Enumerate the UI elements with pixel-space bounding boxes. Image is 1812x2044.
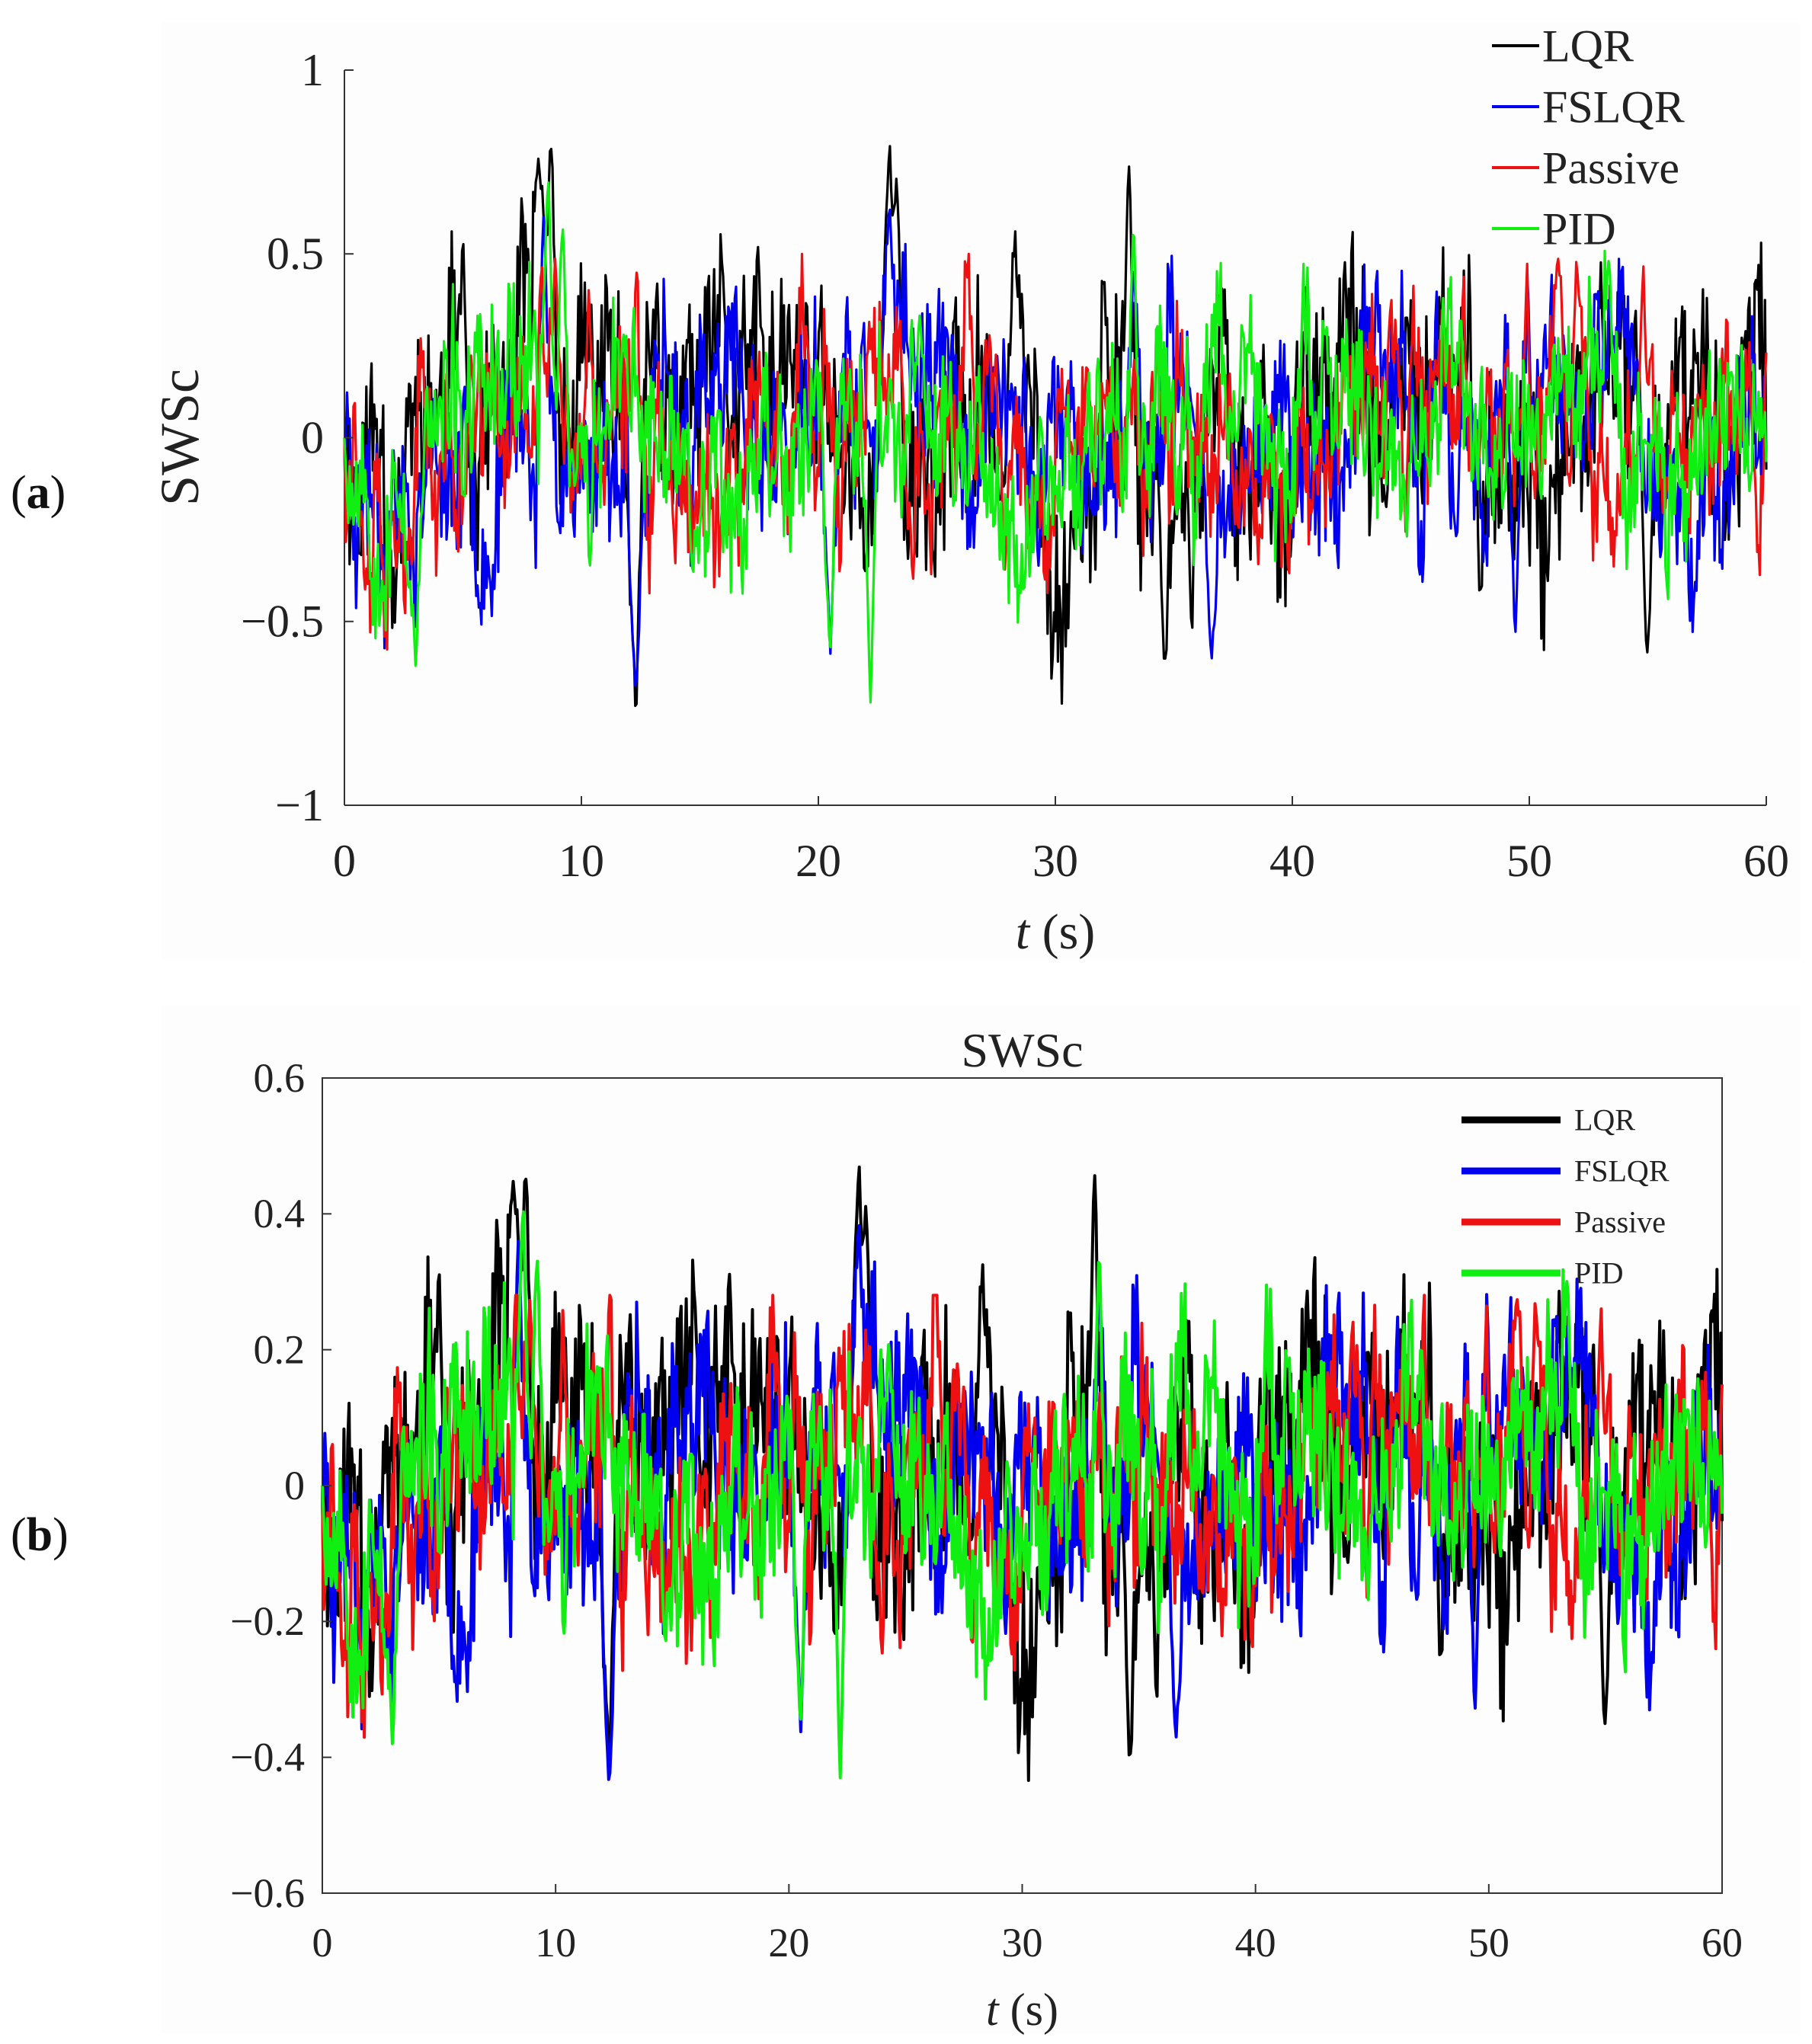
y-axis-label: SWSc: [149, 369, 210, 506]
x-axis-label: t (s): [1016, 904, 1096, 960]
x-tick-label: 60: [1702, 1920, 1743, 1966]
y-tick-label: 1: [301, 45, 324, 95]
x-tick-label: 20: [796, 836, 841, 886]
x-tick-label: 30: [1002, 1920, 1043, 1966]
x-tick-label: 0: [312, 1920, 333, 1966]
y-tick-label: −0.5: [241, 597, 324, 647]
y-tick-label: 0: [284, 1463, 305, 1508]
legend-label-lqr: LQR: [1542, 21, 1634, 71]
legend-label-fslqr: FSLQR: [1574, 1154, 1670, 1188]
chart-title: SWSc: [962, 1023, 1084, 1077]
legend-label-passive: Passive: [1574, 1205, 1666, 1240]
legend: LQR FSLQR Passive PID: [1492, 21, 1685, 254]
x-axis-label: t (s): [986, 1985, 1058, 2035]
series-line-pid: [321, 1210, 1724, 1780]
y-tick-label: 0.6: [254, 1055, 306, 1101]
y-tick-label: −0.6: [230, 1870, 305, 1916]
x-tick-label: 0: [333, 836, 356, 886]
legend: LQR FSLQR Passive PID: [1461, 1103, 1670, 1291]
x-tick-label: 40: [1235, 1920, 1276, 1966]
legend-label-pid: PID: [1574, 1256, 1623, 1291]
x-tick-label: 30: [1032, 836, 1078, 886]
y-tick-label: 0: [301, 412, 324, 462]
legend-label-pid: PID: [1542, 203, 1616, 254]
chart-panel-a: 0 10 20 30 40 50 60 −1 −0.5 0 0.5 1 t (s) SWSc LQR FSLQ…: [149, 21, 1789, 960]
panel-a-label: (a): [11, 467, 66, 519]
legend-label-fslqr: FSLQR: [1542, 82, 1685, 132]
legend-label-passive: Passive: [1542, 142, 1679, 193]
y-tick-label: 0.5: [267, 229, 324, 279]
legend-label-lqr: LQR: [1574, 1103, 1635, 1137]
x-tick-label: 50: [1506, 836, 1552, 886]
y-tick-label: −0.4: [230, 1734, 305, 1780]
y-tick-label: −1: [275, 780, 324, 830]
y-tick-label: 0.2: [254, 1326, 306, 1372]
y-tick-label: −0.2: [230, 1598, 305, 1644]
x-tick-label: 10: [559, 836, 604, 886]
series-line-lqr: [321, 1165, 1724, 1782]
x-tick-label: 60: [1743, 836, 1789, 886]
x-tick-label: 20: [768, 1920, 809, 1966]
chart-panel-b: 0 10 20 30 40 50 60 −0.6 −0.4 −0.2 0 0.2 0.4 0.6 t (s)…: [230, 1023, 1743, 2035]
series-line-passive: [343, 252, 1768, 651]
x-tick-label: 40: [1269, 836, 1315, 886]
x-tick-label: 10: [535, 1920, 576, 1966]
y-tick-label: 0.4: [254, 1191, 306, 1236]
series-line-pid: [343, 181, 1768, 704]
panel-b-label: (b): [11, 1509, 69, 1561]
series-line-lqr: [343, 145, 1768, 708]
x-tick-label: 50: [1468, 1920, 1509, 1966]
